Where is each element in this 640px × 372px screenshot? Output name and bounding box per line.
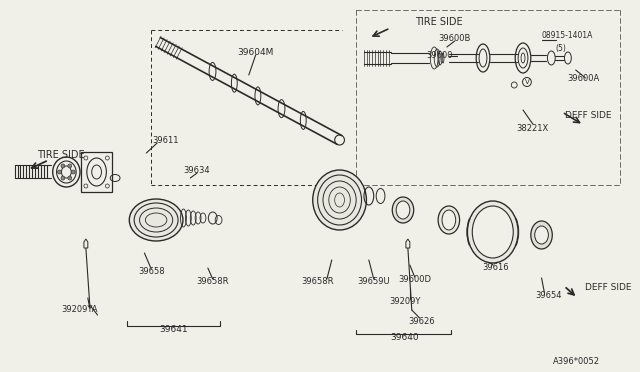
Text: 39626: 39626 <box>408 317 435 327</box>
Text: 39604M: 39604M <box>237 48 274 57</box>
Text: 39658R: 39658R <box>301 278 333 286</box>
FancyArrow shape <box>406 239 410 248</box>
Text: 39611: 39611 <box>152 135 179 144</box>
Ellipse shape <box>467 201 518 263</box>
Text: 39659U: 39659U <box>357 278 390 286</box>
Ellipse shape <box>472 206 513 258</box>
Text: 39600B: 39600B <box>438 33 471 42</box>
Text: 39640: 39640 <box>390 334 419 343</box>
Ellipse shape <box>129 199 183 241</box>
Text: 39654: 39654 <box>535 292 562 301</box>
Text: 39209Y: 39209Y <box>389 298 420 307</box>
Circle shape <box>68 176 72 180</box>
Text: 39616: 39616 <box>483 263 509 273</box>
Ellipse shape <box>535 226 548 244</box>
Text: 39658: 39658 <box>138 267 164 276</box>
Ellipse shape <box>313 170 367 230</box>
Circle shape <box>61 176 65 180</box>
Bar <box>81 152 112 192</box>
Text: 39641: 39641 <box>159 326 188 334</box>
Text: 08915-1401A: 08915-1401A <box>542 31 593 39</box>
Text: 39600: 39600 <box>426 51 452 60</box>
FancyArrow shape <box>84 239 88 248</box>
Text: TIRE SIDE: TIRE SIDE <box>37 150 84 160</box>
Ellipse shape <box>396 201 410 219</box>
Text: (5): (5) <box>556 44 566 52</box>
Circle shape <box>58 170 61 174</box>
Text: 39600A: 39600A <box>567 74 599 83</box>
Ellipse shape <box>392 197 413 223</box>
Circle shape <box>61 164 65 168</box>
Text: DEFF SIDE: DEFF SIDE <box>586 282 632 292</box>
Text: 38221X: 38221X <box>516 124 549 132</box>
Ellipse shape <box>531 221 552 249</box>
Circle shape <box>68 164 72 168</box>
Ellipse shape <box>438 206 460 234</box>
Text: TIRE SIDE: TIRE SIDE <box>415 17 462 27</box>
Text: 39658R: 39658R <box>196 278 229 286</box>
Text: 39209YA: 39209YA <box>62 305 99 314</box>
Text: DEFF SIDE: DEFF SIDE <box>565 110 612 119</box>
Ellipse shape <box>442 210 456 230</box>
Text: 39634: 39634 <box>184 166 211 174</box>
Circle shape <box>71 170 75 174</box>
Text: V: V <box>525 79 529 85</box>
Text: 39600D: 39600D <box>398 276 431 285</box>
Text: A396*0052: A396*0052 <box>553 357 600 366</box>
